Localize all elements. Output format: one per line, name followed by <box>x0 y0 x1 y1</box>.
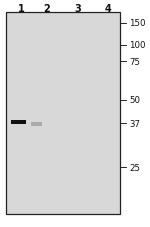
Bar <box>6 12 120 215</box>
Text: 4: 4 <box>105 4 111 14</box>
Bar <box>11 120 26 124</box>
Bar <box>31 123 42 126</box>
Text: 150: 150 <box>129 19 146 28</box>
Text: 1: 1 <box>18 4 24 14</box>
Text: 75: 75 <box>129 57 140 66</box>
Text: 25: 25 <box>129 163 140 172</box>
Text: 3: 3 <box>75 4 81 14</box>
Text: 2: 2 <box>43 4 50 14</box>
Text: 37: 37 <box>129 119 140 128</box>
Text: 100: 100 <box>129 41 146 50</box>
Text: 50: 50 <box>129 96 140 105</box>
